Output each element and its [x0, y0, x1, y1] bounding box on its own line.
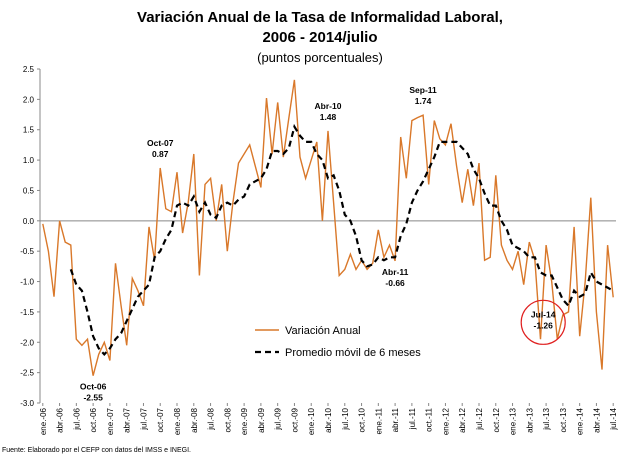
y-tick-label: -3.0	[20, 399, 34, 408]
x-tick-label: abr.-07	[123, 407, 132, 432]
x-tick-label: ene.-07	[106, 407, 115, 435]
x-tick-label: ene.-11	[374, 407, 383, 434]
annotation-value: -0.66	[385, 278, 405, 288]
x-tick-label: abr.-13	[525, 407, 534, 432]
y-tick-label: -2.5	[20, 369, 34, 378]
annotation-value: -1.26	[534, 320, 554, 330]
x-tick-label: jul.-06	[72, 407, 81, 430]
x-tick-label: abr.-06	[56, 407, 65, 432]
x-tick-label: ene.-09	[240, 407, 249, 435]
x-tick-label: oct.-12	[492, 407, 501, 432]
series-line	[42, 79, 614, 376]
y-tick-label: 1.5	[23, 126, 35, 135]
y-tick-label: 0.5	[23, 186, 35, 195]
series-line	[69, 123, 614, 357]
x-tick-label: abr.-11	[391, 407, 400, 432]
x-tick-label: ene.-06	[39, 407, 48, 435]
annotation-label: Oct-07	[147, 138, 174, 148]
x-tick-label: ene.-10	[307, 407, 316, 435]
legend-label: Promedio móvil de 6 meses	[285, 347, 421, 359]
annotation-value: 1.48	[320, 112, 337, 122]
x-tick-label: abr.-10	[324, 407, 333, 432]
legend-label: Variación Anual	[285, 325, 361, 337]
x-tick-label: oct.-06	[89, 407, 98, 432]
y-tick-label: 2.0	[23, 95, 35, 104]
y-tick-label: -0.5	[20, 247, 34, 256]
x-tick-label: ene.-14	[576, 407, 585, 435]
x-tick-label: abr.-14	[592, 407, 601, 432]
x-tick-label: oct.-10	[358, 407, 367, 432]
y-tick-label: 0.0	[23, 217, 35, 226]
annotation-label: Jul-14	[531, 309, 556, 319]
x-tick-label: jul.-12	[475, 407, 484, 430]
x-tick-label: ene.-08	[173, 407, 182, 435]
x-tick-label: oct.-07	[156, 407, 165, 432]
source-note: Fuente: Elaborado por el CEFP con datos …	[2, 447, 191, 454]
annotation-value: 1.74	[415, 96, 432, 106]
x-tick-label: jul.-07	[139, 407, 148, 430]
annotation-label: Sep-11	[409, 85, 437, 95]
x-tick-label: ene.-12	[441, 407, 450, 435]
x-tick-label: jul.-13	[542, 407, 551, 430]
x-tick-label: oct.-09	[290, 407, 299, 432]
x-tick-label: jul.-14	[609, 407, 618, 430]
y-tick-label: -1.5	[20, 308, 34, 317]
x-tick-label: ene.-13	[509, 407, 518, 435]
x-tick-label: oct.-13	[559, 407, 568, 432]
x-tick-label: jul.-08	[207, 407, 216, 430]
highlight-circle	[520, 299, 566, 345]
y-tick-label: 1.0	[23, 156, 35, 165]
annotation-value: -2.55	[83, 393, 103, 403]
annotation-label: Abr-11	[382, 267, 409, 277]
annotation-label: Abr-10	[315, 101, 342, 111]
chart-title: 2006 - 2014/julio	[262, 29, 377, 46]
annotation-label: Oct-06	[80, 382, 107, 392]
x-tick-label: abr.-09	[257, 407, 266, 432]
chart-title: Variación Anual de la Tasa de Informalid…	[137, 9, 503, 26]
x-tick-label: oct.-08	[223, 407, 232, 432]
x-tick-label: jul.-10	[341, 407, 350, 430]
y-tick-label: -2.0	[20, 338, 34, 347]
x-tick-label: abr.-08	[190, 407, 199, 432]
x-tick-label: jul.-09	[274, 407, 283, 430]
x-tick-label: abr.-12	[458, 407, 467, 432]
chart-subtitle: (puntos porcentuales)	[257, 50, 383, 65]
y-tick-label: 2.5	[23, 65, 35, 74]
y-tick-label: -1.0	[20, 278, 34, 287]
x-tick-label: oct.-11	[425, 407, 434, 431]
x-tick-label: jul.-11	[408, 407, 417, 430]
annotation-value: 0.87	[152, 149, 169, 159]
